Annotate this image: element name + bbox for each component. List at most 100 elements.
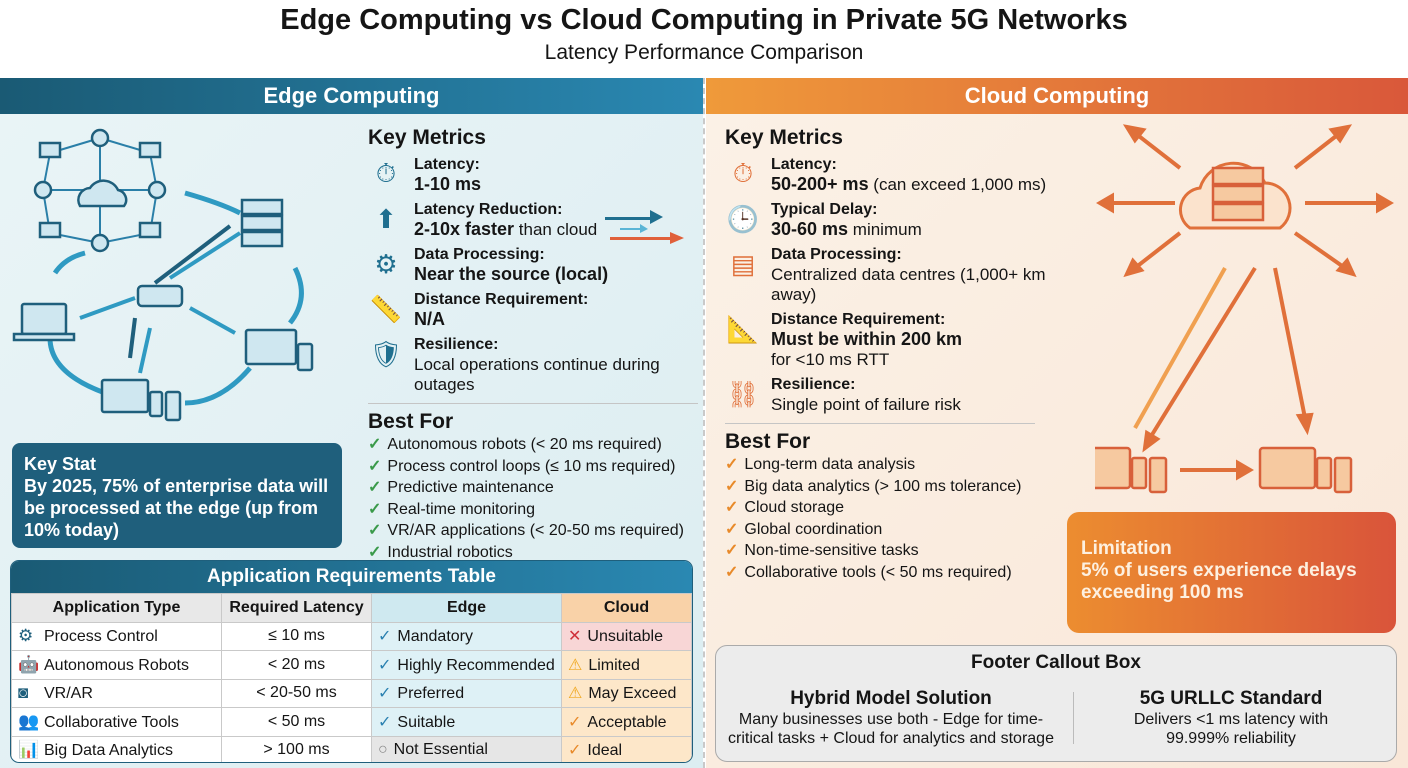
robot-icon: 🤖 (18, 654, 40, 674)
key-stat-box: Key Stat By 2025, 75% of enterprise data… (12, 443, 342, 548)
metric-value: Must be within 200 km (771, 329, 963, 349)
status-icon: ✕ (568, 628, 582, 646)
urllc-text: Delivers <1 ms latency with 99.999% reli… (1133, 711, 1329, 747)
best-for-text: Process control loops (≤ 10 ms required) (387, 457, 676, 475)
footer-title: Footer Callout Box (971, 652, 1141, 673)
table-row: ◙ VR/AR < 20-50 ms ✓ Preferred ⚠ May Exceed (11, 678, 692, 708)
metric-value-detail: minimum (848, 220, 922, 239)
edge-value: Not Essential (393, 741, 488, 759)
app-name: Big Data Analytics (44, 742, 173, 760)
cloud-metrics: Key Metrics ⏱ Latency: 50-200+ ms (can e… (725, 126, 1075, 583)
metric-label: Distance Requirement: (414, 291, 589, 308)
check-icon: ✓ (368, 500, 382, 518)
metric-item: 🕒 Typical Delay: 30-60 ms minimum (725, 201, 1075, 240)
metric-value-detail: Local operations continue during outages (414, 355, 660, 394)
metric-value: 30-60 ms (771, 219, 849, 239)
limitation-box: Limitation 5% of users experience delays… (1067, 512, 1396, 633)
metric-item: ⛓ Resilience: Single point of failure ri… (725, 376, 1075, 415)
app-name: Process Control (44, 628, 158, 646)
status-icon: ○ (378, 741, 388, 759)
metric-value: N/A (414, 309, 445, 329)
clock-icon: 🕒 (726, 203, 760, 234)
table-title: Application Requirements Table (11, 561, 692, 593)
edge-key-metrics-title: Key Metrics (368, 126, 486, 149)
metric-value: 1-10 ms (414, 174, 482, 194)
app-type-cell: ⚙ Process Control (11, 621, 222, 651)
table-row: 👥 Collaborative Tools < 50 ms ✓ Suitable ✓… (11, 707, 692, 737)
best-for-item: ✓ Predictive maintenance (368, 477, 698, 499)
metric-item: ▤ Data Processing: Centralized data cent… (725, 246, 1075, 305)
latency-cell: < 50 ms (221, 707, 372, 737)
edge-value: Mandatory (397, 628, 473, 646)
hybrid-title: Hybrid Model Solution (790, 688, 992, 709)
urllc-title: 5G URLLC Standard (1139, 688, 1323, 709)
best-for-item: ✓ Non-time-sensitive tasks (725, 540, 1075, 562)
edge-value: Suitable (397, 713, 456, 731)
best-for-item: ✓ Cloud storage (725, 497, 1075, 519)
app-type-cell: 👥 Collaborative Tools (11, 707, 222, 737)
vr-headset-icon: ◙ (18, 683, 29, 703)
page-subtitle: Latency Performance Comparison (544, 41, 864, 64)
metric-label: Distance Requirement: (771, 311, 946, 328)
edge-best-for-title: Best For (368, 410, 454, 433)
metric-value: 2-10x faster (414, 219, 515, 239)
best-for-text: Industrial robotics (387, 543, 513, 561)
best-for-text: Long-term data analysis (744, 456, 916, 473)
table-row: 📊 Big Data Analytics > 100 ms ○ Not Essent… (11, 735, 692, 762)
status-icon: ✓ (568, 742, 582, 760)
status-icon: ⚠ (568, 685, 583, 703)
best-for-item: ✓ Process control loops (≤ 10 ms required… (368, 456, 698, 478)
table-row: ⚙ Process Control ≤ 10 ms ✓ Mandatory ✕ Uns… (11, 621, 692, 651)
metric-label: Resilience: (414, 336, 499, 353)
table-row: 🤖 Autonomous Robots < 20 ms ✓ Highly Recom… (11, 650, 692, 680)
chart-icon: 📊 (18, 740, 40, 760)
status-icon: ⚠ (568, 656, 583, 674)
metric-item: ⚙ Data Processing: Near the source (loca… (368, 246, 698, 285)
status-icon: ✓ (378, 685, 392, 703)
check-icon: ✓ (725, 520, 739, 538)
footer-callout-box: Footer Callout Box Hybrid Model Solution… (715, 645, 1397, 762)
limitation-title: Limitation (1081, 538, 1172, 559)
cloud-cell: ⚠ May Exceed (561, 678, 692, 708)
cloud-cell: ✓ Acceptable (561, 707, 692, 737)
best-for-item: ✓ Collaborative tools (< 50 ms required) (725, 562, 1075, 584)
key-stat-text: By 2025, 75% of enterprise data will be … (24, 476, 329, 540)
metric-label: Latency Reduction: (414, 201, 563, 218)
metric-value: 50-200+ ms (771, 174, 869, 194)
limitation-text: 5% of users experience delays exceeding … (1081, 560, 1357, 603)
separator (725, 423, 1035, 424)
edge-network-illustration (12, 128, 314, 422)
edge-cell: ✓ Suitable (371, 707, 562, 737)
app-name: Autonomous Robots (44, 656, 189, 674)
separator (368, 403, 698, 404)
metric-label: Data Processing: (771, 246, 902, 263)
app-name: VR/AR (44, 685, 93, 703)
best-for-item: ✓ Real-time monitoring (368, 499, 698, 521)
metric-label: Latency: (771, 156, 837, 173)
stopwatch-icon: ⏱ (732, 158, 754, 188)
hybrid-model-section: Hybrid Model Solution Many businesses us… (726, 688, 1056, 748)
latency-cell: > 100 ms (221, 735, 372, 762)
status-icon: ✓ (568, 713, 582, 731)
check-icon: ✓ (725, 542, 739, 559)
app-type-cell: 📊 Big Data Analytics (11, 735, 222, 762)
cloud-cell: ✓ Ideal (561, 735, 692, 762)
divider (1073, 692, 1074, 744)
cloud-value: May Exceed (588, 685, 677, 703)
app-type-cell: ◙ VR/AR (11, 678, 222, 708)
metric-item: 📐 Distance Requirement: Must be within 2… (725, 311, 1075, 370)
metric-item: ⬆ Latency Reduction: 2-10x faster than c… (368, 201, 698, 240)
edge-metrics: Key Metrics ⏱ Latency: 1-10 ms ⬆ Latency … (368, 126, 698, 563)
metric-item: 🛡 Resilience: Local operations continue … (368, 336, 698, 395)
best-for-item: ✓ Global coordination (725, 519, 1075, 541)
metric-value: Near the source (local) (414, 264, 609, 284)
check-icon: ✓ (368, 522, 382, 539)
best-for-text: Non-time-sensitive tasks (744, 542, 919, 559)
column-header: Required Latency (221, 593, 372, 623)
metric-item: 📏 Distance Requirement: N/A (368, 291, 698, 330)
edge-cell: ✓ Mandatory (371, 621, 562, 651)
speed-arrows-icon (605, 210, 684, 244)
best-for-item: ✓ VR/AR applications (< 20-50 ms required… (368, 520, 698, 542)
best-for-text: Real-time monitoring (387, 500, 536, 518)
application-requirements-table: Application Requirements Table Applicati… (10, 560, 693, 763)
